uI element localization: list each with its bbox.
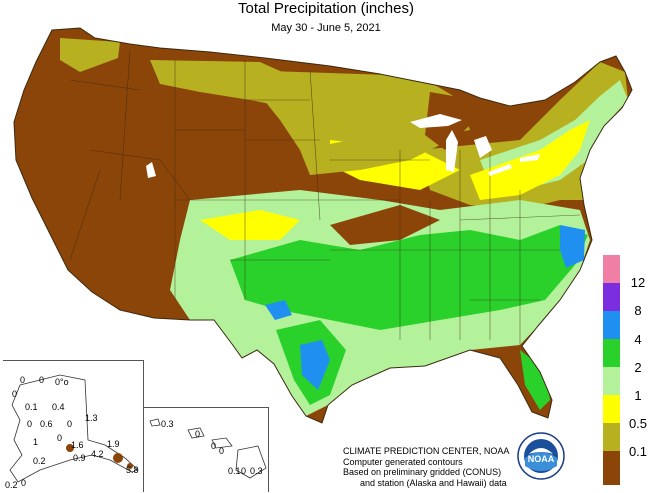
oahu <box>187 427 205 439</box>
legend-swatch <box>603 395 620 423</box>
legend-swatch <box>603 423 620 451</box>
alaska-value: 0.6 <box>40 419 53 429</box>
alaska-value: 0.9 <box>73 453 86 463</box>
conus-outline <box>13 27 633 424</box>
hawaii-shape <box>149 418 267 479</box>
olive-region-east <box>420 62 628 210</box>
hawaii-value: 0 <box>211 441 217 451</box>
ak-patch-2 <box>113 453 123 463</box>
ak-patch-3 <box>127 463 133 469</box>
hawaii-value: 0.1 <box>228 466 241 476</box>
lake-huron <box>474 136 492 158</box>
great-lakes <box>146 114 540 178</box>
state-boundaries <box>69 49 581 345</box>
noaa-logo-text: NOAA <box>528 454 555 464</box>
olive-band-central <box>300 120 450 175</box>
alaska-value: 0.2 <box>33 456 46 466</box>
hawaii-value: 0 <box>241 466 247 476</box>
credit-line-4: and station (Alaska and Hawaii) data <box>360 478 507 488</box>
alaska-value: 0 <box>12 389 18 399</box>
precip-legend: 12 8 4 2 1 0.5 0.1 <box>603 255 652 485</box>
legend-swatch <box>603 367 620 395</box>
legend-swatch <box>603 311 620 339</box>
hawaii-value: 0 <box>195 429 201 439</box>
lake-superior <box>410 114 462 128</box>
great-salt-lake <box>146 162 156 178</box>
blue-region-texas <box>300 340 330 390</box>
yellow-region-plains <box>200 210 300 240</box>
alaska-value: 1.9 <box>107 439 120 449</box>
blue-region-oklahoma <box>265 300 292 320</box>
legend-swatch <box>603 283 620 311</box>
olive-region-nw <box>60 38 120 72</box>
credit-line-2: Computer generated contours <box>343 457 463 467</box>
legend-label: 8 <box>634 303 642 318</box>
hawaii-value: 0 <box>219 446 225 456</box>
legend-label: 1 <box>634 388 642 403</box>
legend-swatch <box>603 255 620 283</box>
alaska-value: 0 <box>21 478 27 488</box>
hawaii-value: 0.3 <box>161 419 174 429</box>
map-title: Total Precipitation (inches) <box>238 0 414 17</box>
noaa-logo: NOAA <box>517 432 565 480</box>
legend-swatch <box>603 339 620 367</box>
alaska-value: 0 <box>57 433 63 443</box>
alaska-value: 5.8 <box>126 465 139 475</box>
alaska-shape <box>9 374 139 483</box>
alaska-value: 0 <box>67 419 73 429</box>
credit-line-3: Based on preliminary gridded (CONUS) <box>343 467 502 477</box>
lake-ontario <box>520 154 540 162</box>
dry-pocket-missouri <box>330 205 440 245</box>
lake-erie <box>488 164 512 176</box>
alaska-value: 0 <box>39 375 45 385</box>
ak-patch-1 <box>66 444 74 452</box>
green-region-south <box>230 225 588 330</box>
hawaii-inset: 0.3 0 0 0 0.1 0 0.3 <box>143 407 269 492</box>
alaska-inset: 0 0 0°o 0 0.1 0.4 0 0.6 0 1.3 1 0 0.2 1.… <box>3 360 144 492</box>
legend-swatch <box>603 451 620 485</box>
blue-region-carolina <box>560 225 585 268</box>
alaska-value: 0.1 <box>25 402 38 412</box>
alaska-value: 1 <box>33 437 39 447</box>
kauai <box>149 418 161 427</box>
alaska-value: 0°o <box>55 377 69 387</box>
alaska-value: 1.6 <box>71 440 84 450</box>
credit-line-1: CLIMATE PREDICTION CENTER, NOAA <box>343 446 510 456</box>
alaska-value: 0.2 <box>5 480 18 490</box>
lake-michigan <box>446 130 458 172</box>
hawaii-value: 0.3 <box>250 466 263 476</box>
maui <box>211 437 233 449</box>
green-region-florida <box>520 350 550 410</box>
legend-label: 2 <box>634 360 642 375</box>
alaska-value: 1.3 <box>85 413 98 423</box>
alaska-value: 0.4 <box>52 402 65 412</box>
legend-label: 12 <box>630 275 646 290</box>
alaska-value: 0 <box>20 375 26 385</box>
alaska-value: 4.2 <box>91 449 104 459</box>
legend-label: 0.1 <box>628 444 648 459</box>
legend-label: 4 <box>634 332 642 347</box>
alaska-value: 0 <box>27 419 33 429</box>
alaska-precip-patches <box>66 444 133 469</box>
legend-label: 0.5 <box>628 416 648 431</box>
map-date-range: May 30 - June 5, 2021 <box>271 22 381 34</box>
big-island <box>235 445 267 479</box>
